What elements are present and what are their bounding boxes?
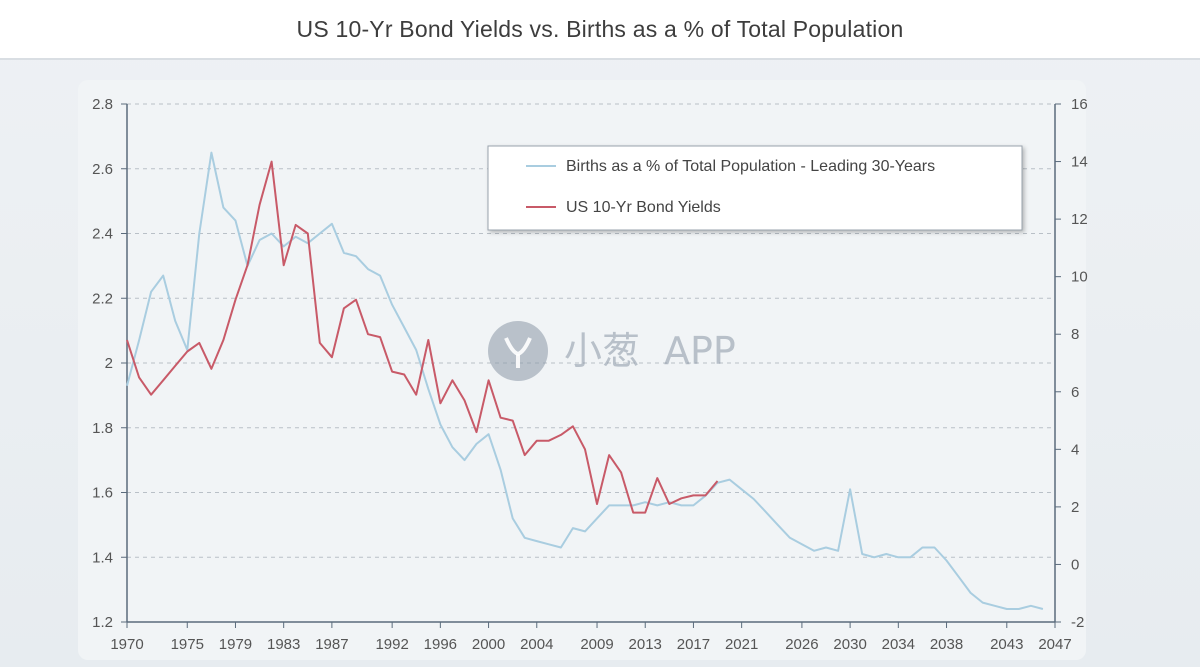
legend: Births as a % of Total Population - Lead… [487,145,1023,231]
legend-box [487,145,1023,231]
y-axis-right-tick-label: 6 [1071,384,1079,401]
x-axis-tick-label: 1975 [171,636,204,653]
y-axis-right-tick-label: 10 [1071,269,1088,286]
y-axis-left-ticks: 2.8 2.6 2.4 2.2 2 1.8 1.6 1.4 1.2 [92,96,113,631]
y-axis-right-tick-label: 16 [1071,96,1088,113]
x-axis-tick-label: 2030 [833,636,866,653]
x-axis-tick-label: 1970 [110,636,143,653]
title-bar: US 10-Yr Bond Yields vs. Births as a % o… [0,0,1200,60]
x-axis-tick-label: 2000 [472,636,505,653]
y-axis-right-ticks: 16 14 12 10 8 6 4 2 0 -2 [1071,96,1088,631]
x-axis-tick-label: 2047 [1038,636,1071,653]
y-axis-left-tick-label: 1.6 [92,485,113,502]
y-axis-right-tick-label: 4 [1071,441,1079,458]
legend-label-births: Births as a % of Total Population - Lead… [566,158,935,175]
axes [121,103,1061,628]
y-axis-left-tick-label: 2.8 [92,96,113,113]
chart-title: US 10-Yr Bond Yields vs. Births as a % o… [296,15,904,42]
x-axis-tick-label: 2038 [930,636,963,653]
series-line-births [126,151,1044,610]
y-axis-right-tick-label: 12 [1071,211,1088,228]
x-axis-tick-label: 2021 [725,636,758,653]
y-axis-right-tick-label: 14 [1071,154,1088,171]
y-axis-left-tick-label: 2 [105,355,113,372]
y-axis-right-tick-label: -2 [1071,614,1084,631]
x-axis-tick-label: 2017 [677,636,710,653]
watermark-suffix: APP [664,329,736,373]
x-axis-tick-label: 1983 [267,636,300,653]
x-axis-tick-label: 2009 [580,636,613,653]
y-axis-left-tick-label: 2.6 [92,161,113,178]
y-axis-left-tick-label: 1.8 [92,420,113,437]
x-axis-tick-label: 1987 [315,636,348,653]
x-axis-tick-label: 1996 [424,636,457,653]
y-axis-left-tick-label: 1.2 [92,614,113,631]
x-axis-ticks: 1970 1975 1979 1983 1987 1992 1996 2000 2004 2009… [110,636,1071,653]
legend-label-bonds: US 10-Yr Bond Yields [566,199,721,216]
gridlines [127,103,1055,558]
x-axis-tick-label: 2043 [990,636,1023,653]
x-axis-tick-label: 1992 [375,636,408,653]
y-axis-right-tick-label: 2 [1071,499,1079,516]
y-axis-right-tick-label: 0 [1071,556,1079,573]
x-axis-tick-label: 2013 [629,636,662,653]
x-axis-tick-label: 2026 [785,636,818,653]
series-lines [126,151,1044,610]
y-axis-left-tick-label: 1.4 [92,549,113,566]
watermark: 小葱 APP [488,321,736,381]
watermark-brand: 小葱 [564,329,640,373]
series-line-bond-yields [126,160,719,514]
x-axis-tick-label: 2034 [882,636,915,653]
x-axis-tick-label: 1979 [219,636,252,653]
x-axis-tick-label: 2004 [520,636,553,653]
leaf-logo-icon [488,321,548,381]
y-axis-right-tick-label: 8 [1071,326,1079,343]
y-axis-left-tick-label: 2.2 [92,290,113,307]
y-axis-left-tick-label: 2.4 [92,226,113,243]
